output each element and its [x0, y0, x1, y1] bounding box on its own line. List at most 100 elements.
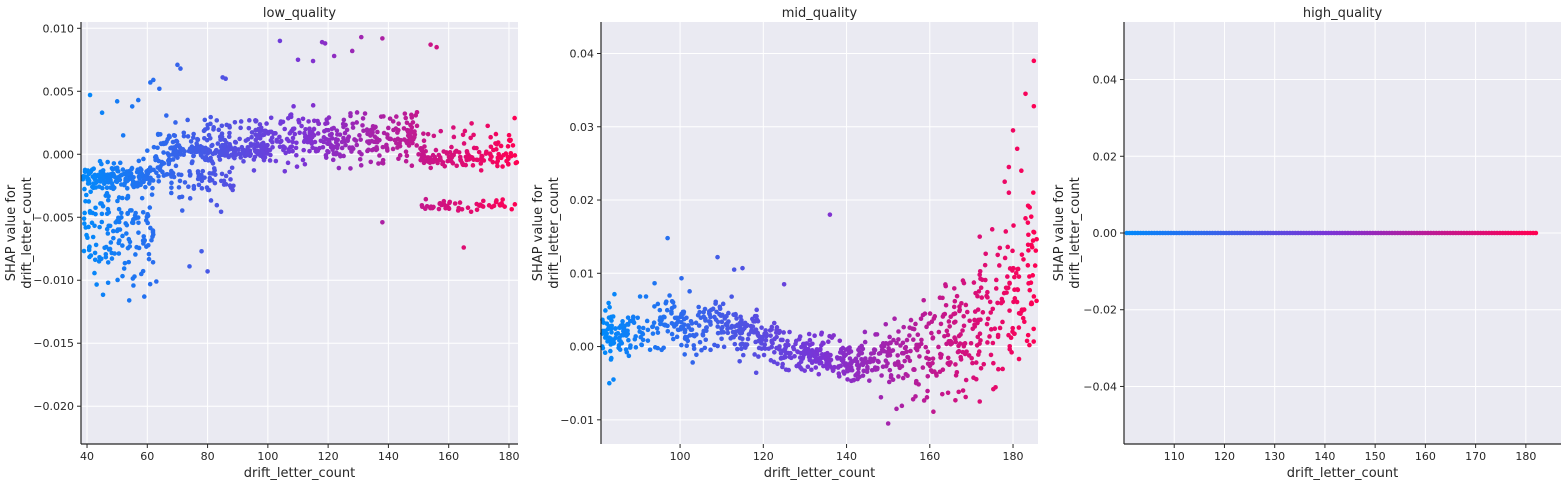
scatter-point: [942, 333, 947, 339]
scatter-point: [151, 144, 157, 150]
scatter-point: [635, 315, 640, 321]
scatter-point: [1029, 301, 1035, 307]
scatter-point: [339, 145, 345, 151]
scatter-point: [369, 138, 375, 144]
scatter-point: [116, 251, 122, 256]
scatter-point: [347, 145, 352, 150]
scatter-point: [924, 324, 929, 330]
scatter-point: [805, 364, 811, 369]
scatter-point: [989, 227, 995, 232]
scatter-point: [929, 330, 934, 336]
scatter-point: [320, 144, 326, 150]
scatter-point: [212, 180, 218, 186]
scatter-point: [778, 356, 784, 361]
scatter-point: [185, 117, 190, 123]
scatter-point: [348, 111, 353, 116]
scatter-point: [863, 356, 868, 361]
scatter-point: [150, 259, 156, 265]
scatter-point: [200, 148, 205, 154]
scatter-point: [738, 314, 743, 320]
scatter-point: [261, 132, 267, 138]
scatter-point: [698, 315, 704, 321]
scatter-point: [1010, 265, 1016, 271]
y-tick-label: 0.010: [43, 22, 75, 35]
scatter-point: [118, 182, 124, 187]
scatter-point: [101, 181, 107, 187]
scatter-point: [265, 151, 270, 156]
scatter-point: [1007, 281, 1012, 286]
scatter-point: [612, 291, 617, 297]
scatter-point: [395, 130, 400, 135]
scatter-point: [702, 345, 708, 351]
scatter-point: [669, 305, 675, 311]
scatter-point: [300, 157, 306, 163]
scatter-point: [386, 125, 391, 131]
scatter-point: [769, 338, 775, 344]
scatter-point: [423, 196, 429, 202]
scatter-point: [945, 355, 951, 361]
scatter-point: [447, 199, 453, 205]
scatter-point: [793, 341, 798, 347]
scatter-point: [86, 247, 92, 253]
scatter-point: [806, 349, 812, 355]
scatter-point: [277, 144, 283, 150]
scatter-point: [336, 165, 342, 171]
scatter-point: [485, 123, 491, 129]
scatter-point: [606, 315, 612, 320]
scatter-point: [967, 318, 972, 324]
scatter-point: [233, 140, 239, 145]
x-tick-label: 110: [1164, 450, 1185, 463]
scatter-point: [995, 332, 1001, 338]
x-tick-label: 140: [836, 450, 857, 463]
scatter-point: [117, 177, 123, 183]
scatter-point: [697, 309, 702, 315]
scatter-point: [854, 362, 860, 368]
scatter-point: [269, 135, 275, 140]
scatter-point: [688, 327, 694, 333]
scatter-point: [115, 198, 120, 204]
scatter-point: [609, 323, 614, 329]
scatter-point: [471, 145, 477, 151]
scatter-point: [914, 347, 920, 353]
scatter-point: [457, 200, 463, 205]
scatter-point: [370, 130, 375, 135]
scatter-point: [301, 147, 306, 153]
scatter-point: [961, 280, 967, 286]
scatter-point: [182, 180, 188, 185]
scatter-point: [987, 334, 992, 339]
scatter-point: [191, 131, 196, 137]
scatter-point: [897, 365, 903, 371]
scatter-point: [218, 209, 224, 215]
scatter-point: [650, 331, 656, 336]
scatter-point: [1016, 325, 1022, 330]
scatter-point: [360, 116, 366, 121]
scatter-point: [325, 127, 331, 133]
scatter-point: [135, 97, 141, 103]
scatter-point: [115, 277, 120, 283]
scatter-point: [916, 382, 921, 387]
scatter-point: [169, 190, 174, 196]
scatter-point: [204, 137, 210, 143]
scatter-point: [468, 135, 473, 141]
scatter-point: [270, 144, 275, 150]
scatter-point: [694, 332, 699, 337]
scatter-point: [750, 316, 755, 322]
scatter-point: [294, 152, 299, 158]
scatter-point: [196, 182, 202, 188]
scatter-point: [161, 161, 167, 166]
scatter-point: [497, 202, 502, 207]
scatter-point: [129, 104, 135, 109]
scatter-point: [381, 114, 386, 119]
scatter-point: [111, 185, 117, 191]
scatter-point: [645, 327, 651, 333]
panel-low_quality: 40 60 80 100 120 140 160 180 −0.020 −0.015 −0.010 −…: [4, 6, 519, 481]
scatter-point: [856, 366, 861, 372]
scatter-point: [957, 308, 962, 314]
scatter-point: [449, 153, 455, 158]
scatter-point: [948, 314, 954, 319]
scatter-point: [124, 222, 130, 228]
scatter-point: [243, 138, 249, 143]
scatter-point: [121, 171, 127, 177]
scatter-point: [746, 332, 752, 337]
scatter-point: [894, 406, 899, 412]
